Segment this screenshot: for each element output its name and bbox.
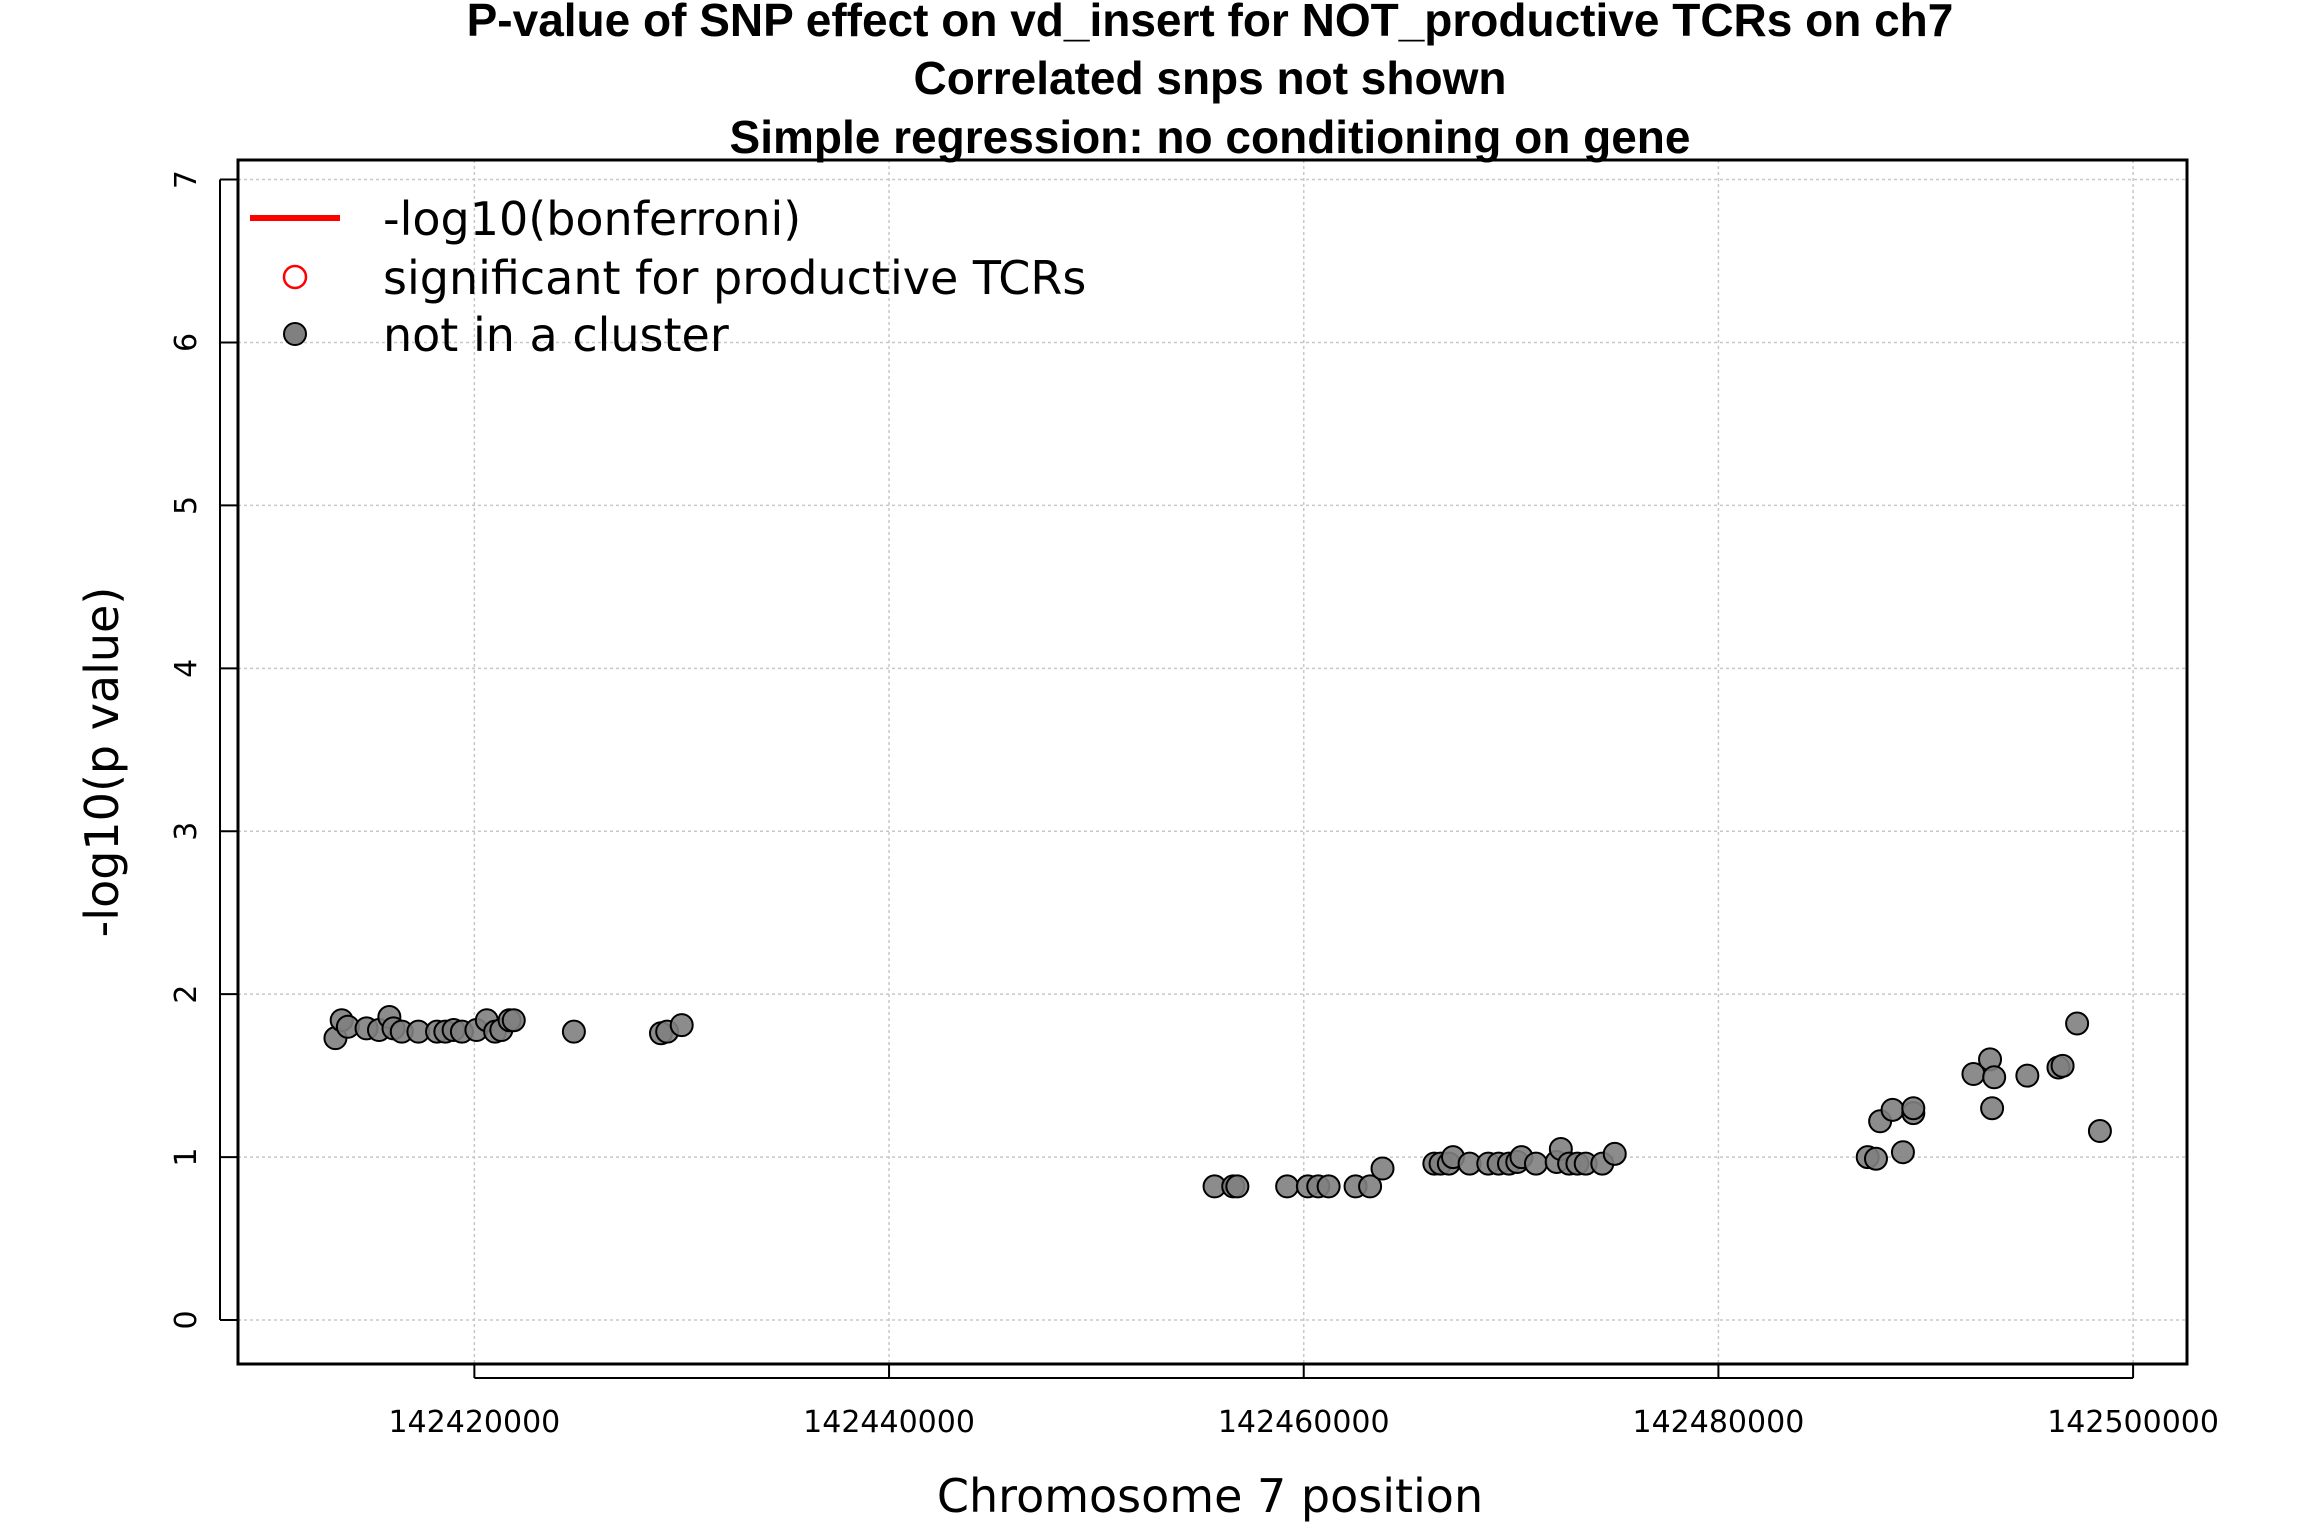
y-tick-label: 0 (169, 1310, 204, 1329)
y-axis-label: -log10(p value) (75, 587, 129, 938)
x-axis-label: Chromosome 7 position (937, 1469, 1483, 1523)
y-tick-label: 1 (169, 1148, 204, 1167)
axes: 142420000 142440000 142460000 142480000 1425… (169, 170, 2219, 1440)
legend-open-circle-swatch (282, 264, 308, 290)
data-point (501, 1008, 526, 1033)
chart-title-line-1: P-value of SNP effect on vd_insert for N… (467, 0, 1954, 46)
data-point (1602, 1141, 1627, 1166)
data-point (2065, 1011, 2090, 1036)
grid-lines (238, 160, 2187, 1364)
legend-label-bonferroni: -log10(bonferroni) (383, 192, 801, 246)
chart-title-line-2: Correlated snps not shown (914, 52, 1507, 104)
data-point (2015, 1063, 2040, 1088)
y-tick-label: 5 (169, 496, 204, 515)
x-tick-label: 142440000 (803, 1405, 975, 1440)
y-tick-label: 3 (169, 822, 204, 841)
chart-title-line-3: Simple regression: no conditioning on ge… (730, 111, 1691, 163)
data-point (1358, 1174, 1383, 1199)
data-point (561, 1019, 586, 1044)
legend-filled-circle-swatch (283, 322, 307, 346)
legend: -log10(bonferroni) significant for produ… (250, 192, 1086, 362)
data-point (1523, 1151, 1548, 1176)
x-tick-label: 142500000 (2047, 1405, 2219, 1440)
data-point (1901, 1096, 1926, 1121)
legend-label-significant: significant for productive TCRs (383, 251, 1086, 305)
data-point (669, 1013, 694, 1038)
y-tick-label: 7 (169, 170, 204, 189)
data-point (1980, 1096, 2005, 1121)
data-point (1316, 1174, 1341, 1199)
x-tick-label: 142480000 (1633, 1405, 1805, 1440)
x-tick-label: 142420000 (388, 1405, 560, 1440)
data-point (1880, 1097, 1905, 1122)
x-tick-label: 142460000 (1218, 1405, 1390, 1440)
y-tick-label: 2 (169, 985, 204, 1004)
data-points (323, 1004, 2112, 1199)
data-point (1275, 1174, 1300, 1199)
data-point (1863, 1146, 1888, 1171)
data-point (1890, 1140, 1915, 1165)
plot-frame (236, 158, 2189, 1366)
y-tick-label: 6 (169, 333, 204, 352)
data-point (2050, 1053, 2075, 1078)
data-point (2087, 1119, 2112, 1144)
data-point (1225, 1174, 1250, 1199)
data-point (1982, 1065, 2007, 1090)
y-tick-label: 4 (169, 659, 204, 678)
legend-label-not-in-cluster: not in a cluster (383, 308, 729, 362)
data-point (1370, 1156, 1395, 1181)
